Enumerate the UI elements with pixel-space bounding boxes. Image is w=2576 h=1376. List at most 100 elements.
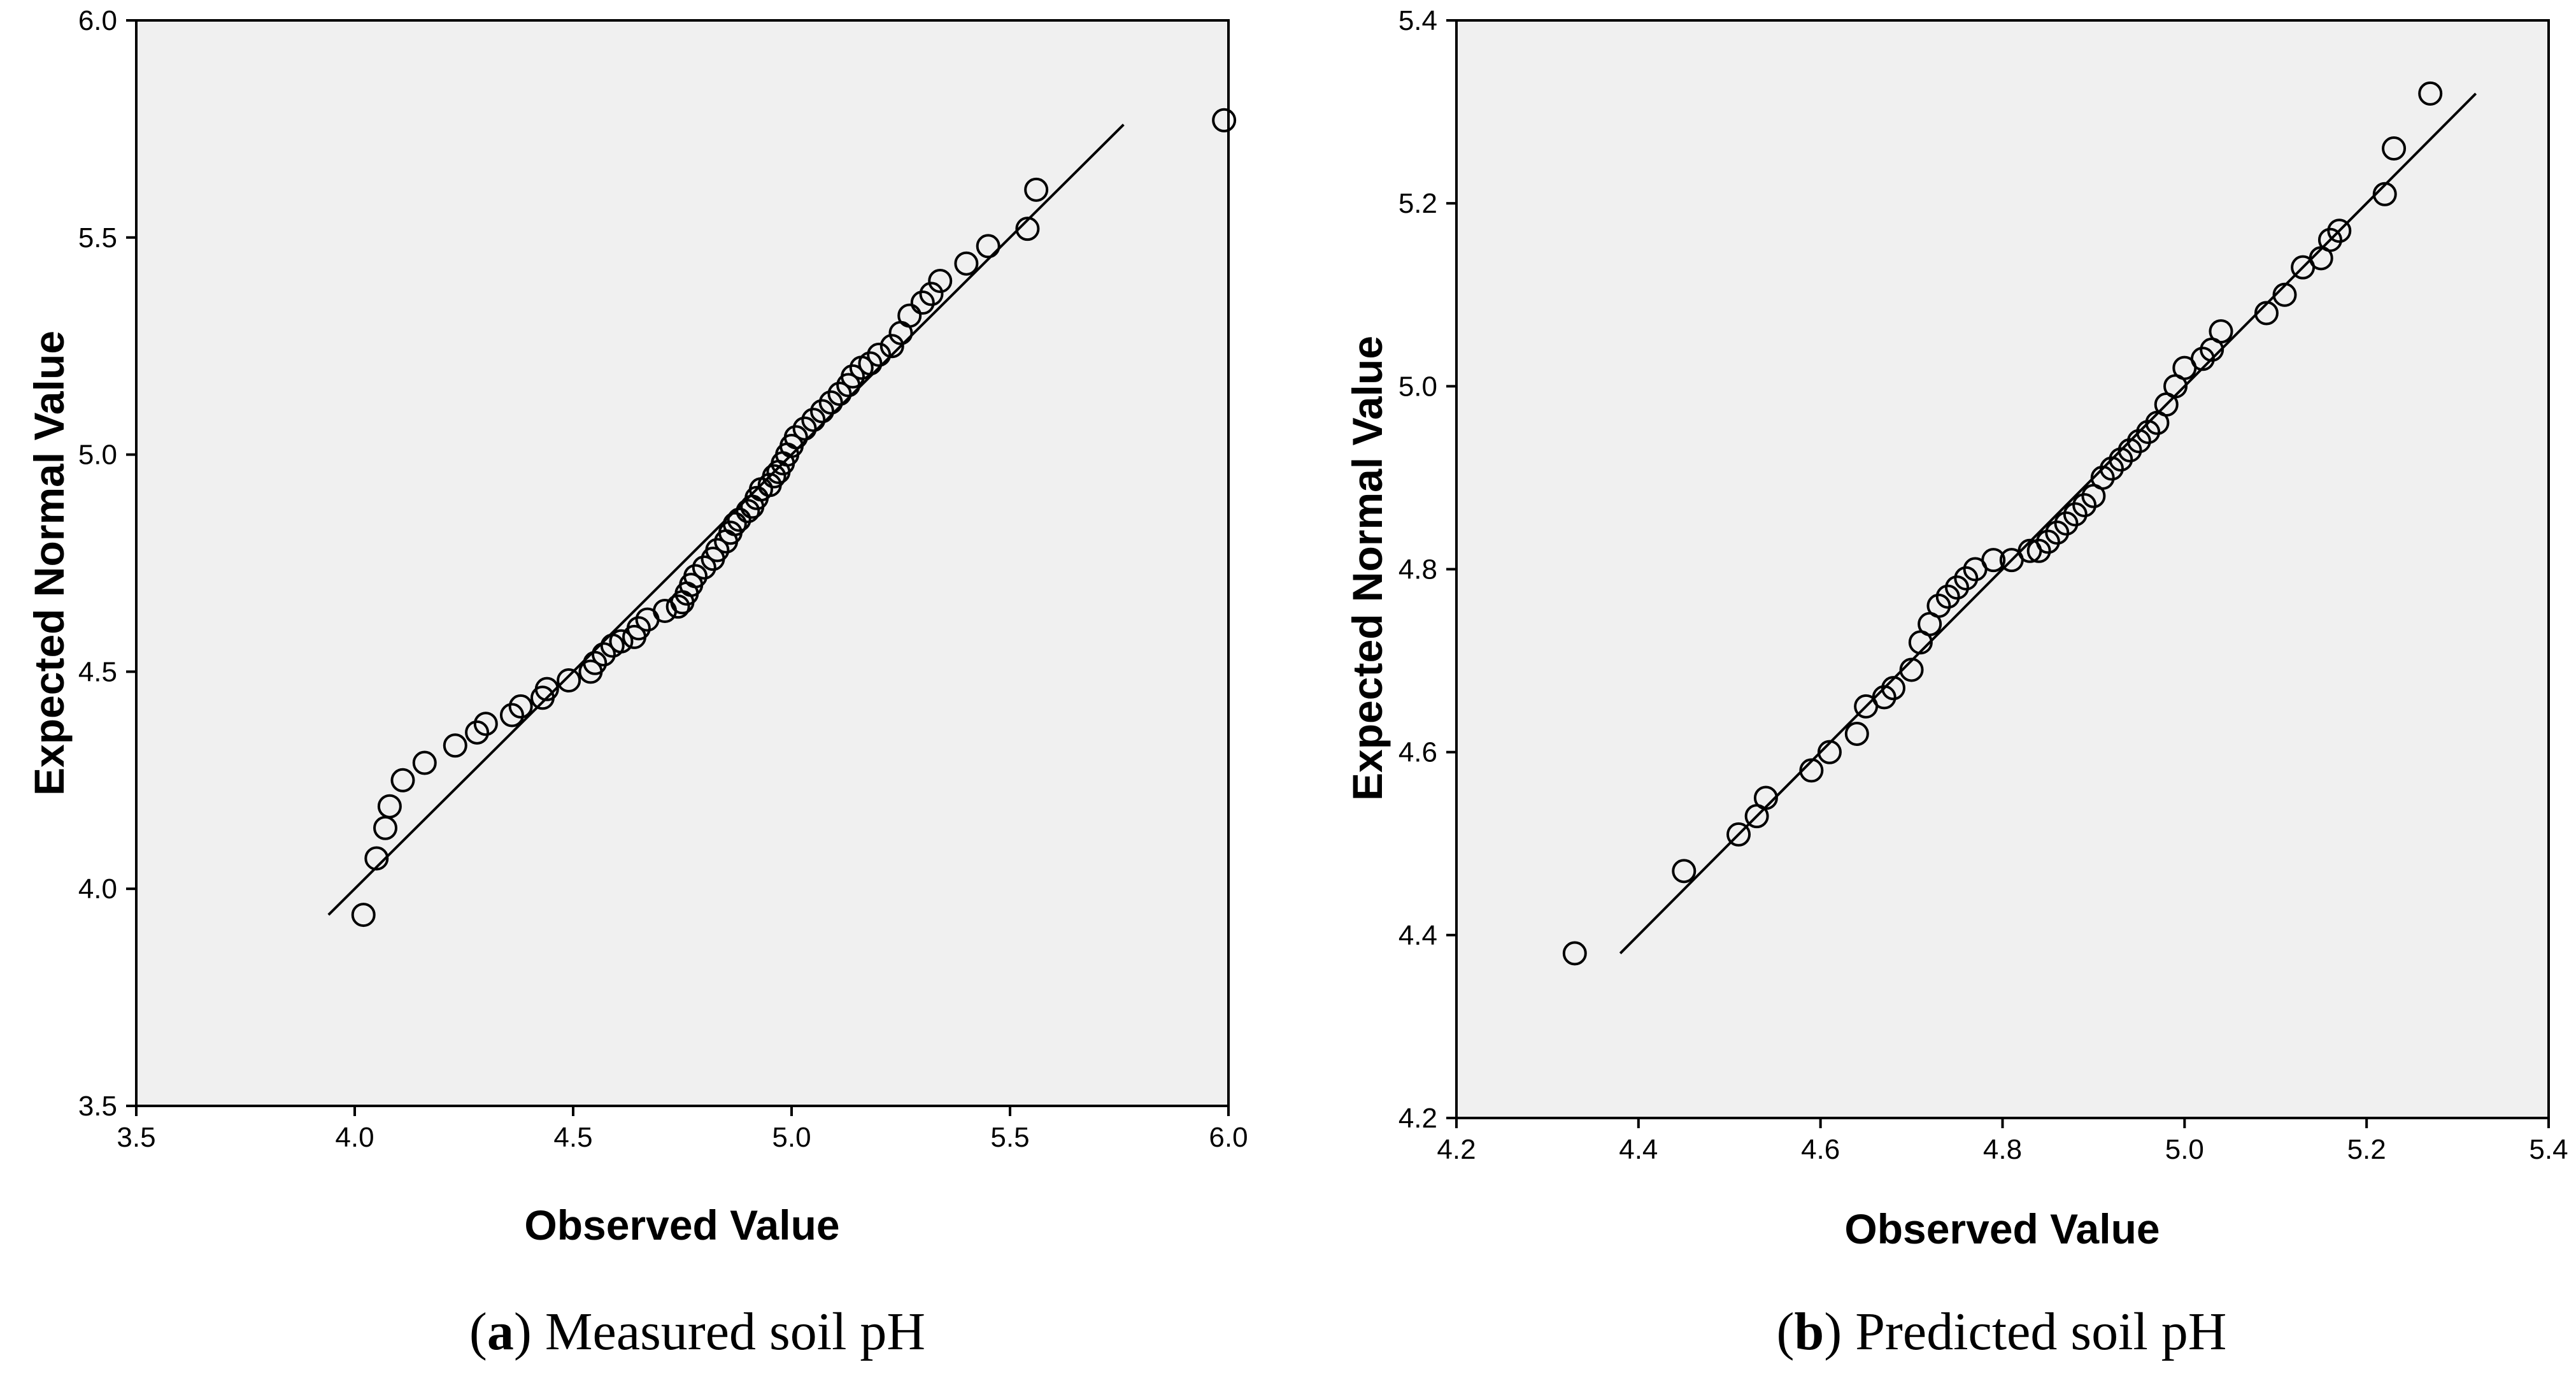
data-point-a xyxy=(626,616,651,641)
y-tick-label-b: 5.0 xyxy=(1398,371,1437,402)
x-tick-label-b: 5.2 xyxy=(2347,1134,2386,1165)
x-tick-label-a: 5.5 xyxy=(990,1122,1029,1153)
y-tick-label-b: 4.6 xyxy=(1398,737,1437,768)
data-point-b xyxy=(1954,566,1979,591)
data-point-b xyxy=(2100,456,2124,481)
data-point-a xyxy=(1212,108,1237,133)
caption-b: (b) Predicted soil pH xyxy=(1777,1302,2227,1361)
data-point-b xyxy=(1945,575,1970,600)
data-point-a xyxy=(897,303,922,328)
data-point-a xyxy=(377,794,402,819)
x-axis-title-b: Observed Value xyxy=(1844,1205,2160,1252)
data-point-b xyxy=(2190,347,2215,371)
data-point-a xyxy=(1024,177,1049,202)
data-point-a xyxy=(762,464,786,489)
x-tick-label-a: 5.0 xyxy=(772,1122,811,1153)
x-tick-label-b: 5.4 xyxy=(2529,1134,2568,1165)
points-a xyxy=(351,108,1237,928)
data-point-a xyxy=(705,538,730,563)
data-point-a xyxy=(692,555,716,580)
data-point-a xyxy=(783,425,808,450)
x-axis-title-a: Observed Value xyxy=(524,1201,839,1249)
data-point-a xyxy=(801,408,826,433)
data-point-b xyxy=(2026,538,2051,563)
caption-letter-b: b xyxy=(1795,1302,1825,1361)
data-point-a xyxy=(499,703,524,727)
data-point-b xyxy=(1844,721,1869,746)
data-point-b xyxy=(2254,301,2279,326)
data-point-a xyxy=(722,512,747,536)
data-point-a xyxy=(390,768,415,792)
data-point-b xyxy=(1935,584,1960,609)
y-tick-label-a: 3.5 xyxy=(78,1091,117,1122)
x-tick-label-b: 5.0 xyxy=(2165,1134,2204,1165)
data-point-b xyxy=(1562,941,1587,966)
y-axis-title-a: Expected Normal Value xyxy=(25,331,73,796)
data-point-a xyxy=(583,650,608,675)
data-point-a xyxy=(1015,217,1040,241)
data-point-a xyxy=(792,416,817,441)
y-tick-label-b: 4.4 xyxy=(1398,920,1437,951)
x-tick-label-a: 4.5 xyxy=(553,1122,592,1153)
data-point-b xyxy=(2063,502,2088,527)
data-point-a xyxy=(841,364,865,389)
data-point-b xyxy=(2117,438,2142,462)
x-tick-label-b: 4.8 xyxy=(1983,1134,2022,1165)
y-tick-label-b: 5.4 xyxy=(1398,5,1437,36)
data-point-b xyxy=(1672,859,1697,884)
data-point-a xyxy=(976,234,1000,259)
data-point-a xyxy=(557,668,581,693)
y-tick-label-b: 5.2 xyxy=(1398,188,1437,219)
data-point-b xyxy=(1881,676,1905,701)
ticks-a: 3.5 4.0 4.5 5.0 5.5 6.0 3.5 4.0 4.5 5.0 5.5 6.0 xyxy=(78,5,1248,1153)
data-point-b xyxy=(2327,219,2352,243)
data-point-a xyxy=(592,642,616,667)
data-point-b xyxy=(1899,657,1924,682)
data-point-b xyxy=(2109,447,2133,472)
x-tick-label-a: 3.5 xyxy=(117,1122,155,1153)
data-point-a xyxy=(867,342,892,367)
caption-letter-a: a xyxy=(487,1302,514,1361)
data-point-a xyxy=(818,390,843,415)
ticks-b: 4.2 4.4 4.6 4.8 5.0 5.2 5.4 4.2 4.4 4.6 4.8 5.0 5.2 5… xyxy=(1398,5,2568,1165)
data-point-a xyxy=(351,903,376,928)
data-point-b xyxy=(1981,548,2006,573)
data-point-a xyxy=(609,629,634,654)
data-point-b xyxy=(1872,685,1896,710)
data-point-b xyxy=(2090,465,2115,490)
data-point-b xyxy=(2372,182,2397,206)
x-tick-label-b: 4.6 xyxy=(1801,1134,1840,1165)
x-tick-label-b: 4.2 xyxy=(1437,1134,1476,1165)
data-point-b xyxy=(2126,429,2151,454)
data-point-a xyxy=(412,750,437,775)
data-point-a xyxy=(364,846,389,871)
caption-a: (a) Measured soil pH xyxy=(469,1302,925,1361)
y-tick-label-a: 5.0 xyxy=(78,440,117,471)
y-tick-label-a: 5.5 xyxy=(78,222,117,254)
panel-a: 3.5 4.0 4.5 5.0 5.5 6.0 3.5 4.0 4.5 5.0 5.5 6.0 Exp… xyxy=(25,5,1248,1361)
data-point-a xyxy=(508,694,533,719)
data-point-b xyxy=(2072,492,2097,517)
caption-title-a: Measured soil pH xyxy=(545,1302,925,1361)
x-tick-label-a: 4.0 xyxy=(335,1122,374,1153)
data-point-a xyxy=(827,382,852,406)
y-axis-title-b: Expected Normal Value xyxy=(1344,336,1391,801)
points-b xyxy=(1562,81,2443,966)
data-point-b xyxy=(1726,822,1751,847)
y-tick-label-a: 6.0 xyxy=(78,5,117,36)
data-point-a xyxy=(928,268,953,293)
data-point-a xyxy=(954,251,979,276)
data-point-a xyxy=(665,594,690,619)
data-point-a xyxy=(879,334,904,359)
data-point-a xyxy=(727,507,751,532)
x-tick-label-b: 4.4 xyxy=(1619,1134,1658,1165)
data-point-a xyxy=(443,733,467,758)
data-point-a xyxy=(858,351,883,376)
data-point-b xyxy=(2035,529,2060,554)
data-point-b xyxy=(1926,593,1951,618)
data-point-b xyxy=(1753,785,1778,810)
data-point-a xyxy=(683,564,708,589)
y-tick-label-a: 4.0 xyxy=(78,873,117,905)
data-point-b xyxy=(2418,81,2443,106)
